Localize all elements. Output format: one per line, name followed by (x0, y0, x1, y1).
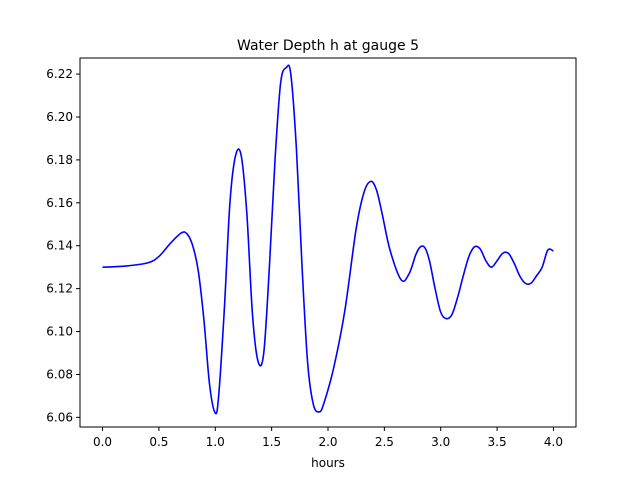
x-axis: 0.0 0.5 1.0 1.5 2.0 2.5 3.0 3.5 4.0 (93, 427, 563, 449)
x-tick-label: 1.5 (262, 435, 281, 449)
series-line (102, 64, 554, 415)
y-tick-label: 6.08 (46, 367, 73, 381)
x-tick-label: 3.5 (488, 435, 507, 449)
y-tick-label: 6.20 (46, 110, 73, 124)
y-axis: 6.06 6.08 6.10 6.12 6.14 6.16 6.18 6.20 6.22 (46, 67, 80, 424)
plot-background (80, 58, 576, 427)
y-tick-label: 6.12 (46, 282, 73, 296)
x-tick-label: 1.0 (206, 435, 225, 449)
x-axis-label: hours (311, 456, 345, 470)
x-tick-label: 2.5 (375, 435, 394, 449)
plot-area (79, 57, 577, 428)
x-tick-label: 4.0 (544, 435, 563, 449)
y-tick-label: 6.14 (46, 239, 73, 253)
y-tick-label: 6.18 (46, 153, 73, 167)
y-tick-label: 6.10 (46, 325, 73, 339)
chart-title: Water Depth h at gauge 5 (237, 38, 419, 54)
x-tick-label: 2.0 (318, 435, 337, 449)
x-tick-label: 0.0 (93, 435, 112, 449)
y-tick-label: 6.06 (46, 410, 73, 424)
x-tick-label: 0.5 (149, 435, 168, 449)
y-tick-label: 6.22 (46, 67, 73, 81)
y-tick-label: 6.16 (46, 196, 73, 210)
x-tick-label: 3.0 (431, 435, 450, 449)
